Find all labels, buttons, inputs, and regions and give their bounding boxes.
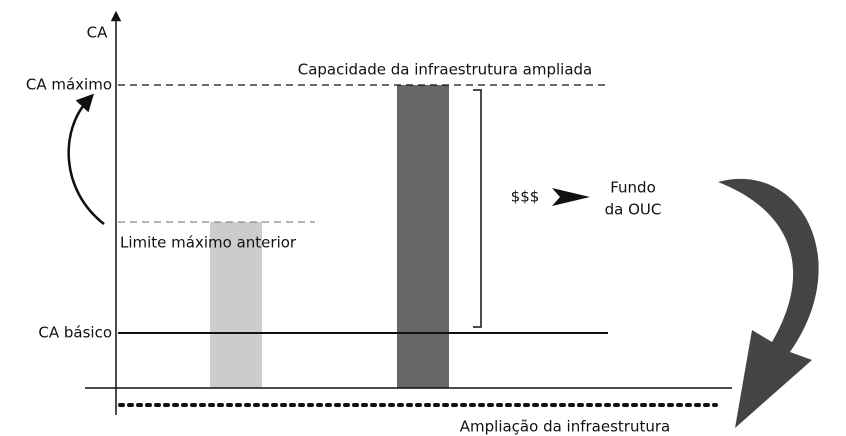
ca-basic-label: CA básico: [38, 324, 112, 342]
big-arrow: [718, 178, 819, 428]
previous-bar: [210, 222, 262, 388]
expanded-bar: [397, 85, 449, 388]
increase-arrow: [67, 93, 105, 225]
y-axis-label: CA: [87, 24, 108, 42]
bracket: [473, 89, 482, 328]
fund-label: da OUC: [605, 201, 662, 219]
money-arrow: [552, 188, 590, 206]
expanded-capacity-label: Capacidade da infraestrutura ampliada: [298, 61, 593, 79]
money-label: $$$: [511, 188, 540, 206]
previous-limit-label: Limite máximo anterior: [120, 234, 297, 252]
infrastructure-label: Ampliação da infraestrutura: [460, 418, 670, 436]
fund-label: Fundo: [610, 179, 656, 197]
ca-max-label: CA máximo: [26, 76, 112, 94]
